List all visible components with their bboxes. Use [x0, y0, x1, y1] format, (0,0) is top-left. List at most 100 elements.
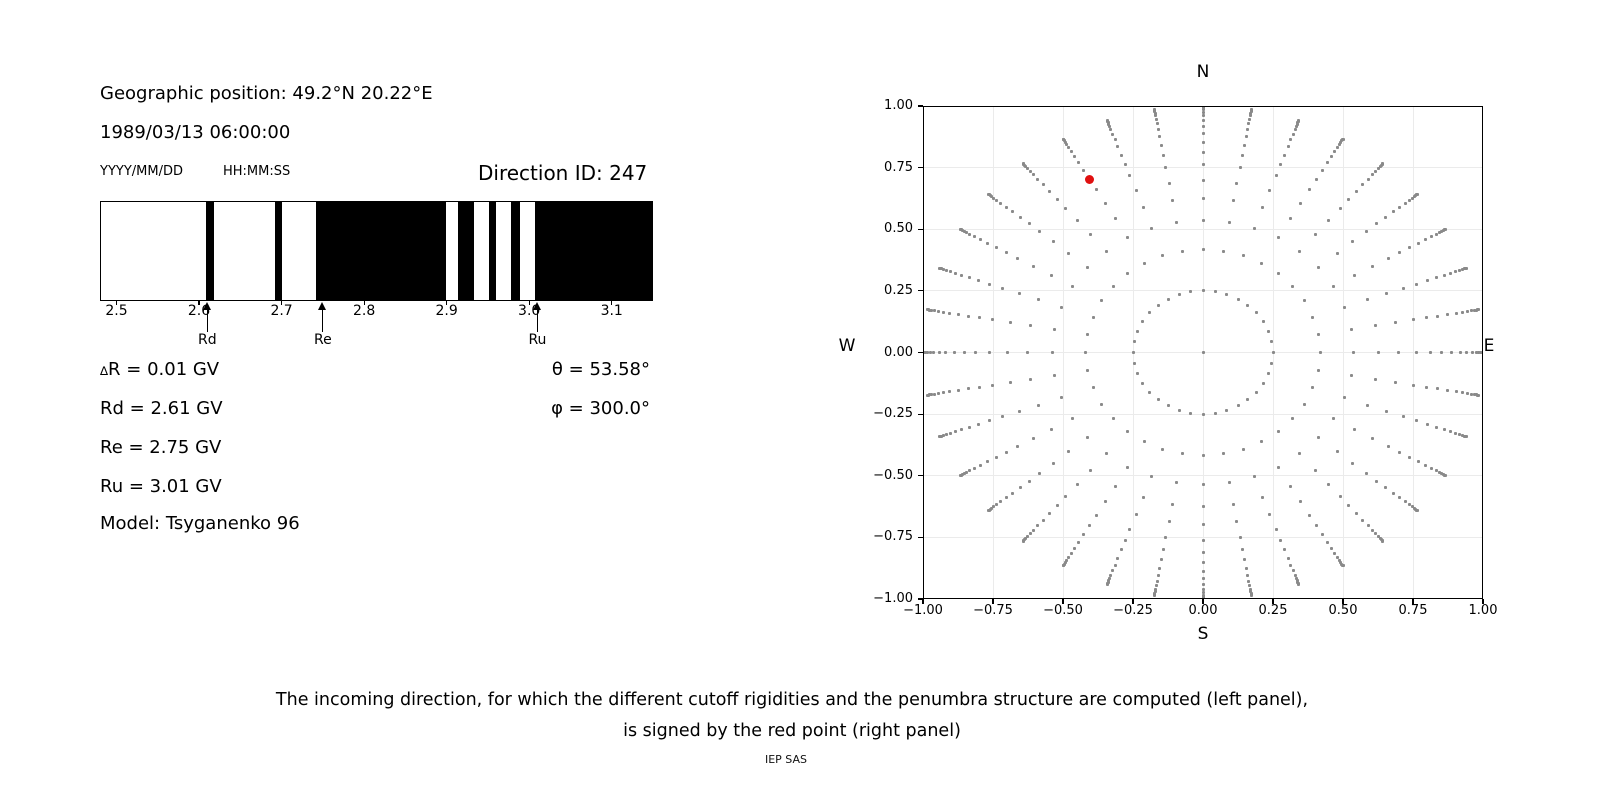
x-tick [1202, 599, 1204, 604]
grid-dot [1260, 261, 1264, 265]
grid-dot [1201, 247, 1205, 251]
grid-dot [1175, 220, 1179, 224]
grid-dot [1086, 436, 1090, 440]
grid-dot [1246, 303, 1250, 307]
grid-dot [1201, 106, 1205, 108]
grid-dot [1201, 591, 1205, 595]
grid-dot [1338, 559, 1341, 563]
penumbra-tick-label: 2.5 [105, 303, 128, 319]
grid-dot [1236, 404, 1240, 408]
grid-dot [1443, 273, 1447, 277]
grid-dot [1032, 264, 1036, 268]
x-tick-label: 1.00 [1468, 602, 1498, 618]
grid-dot [986, 241, 990, 245]
grid-dot [1470, 392, 1474, 396]
grid-dot [1336, 556, 1340, 560]
grid-dot [1289, 484, 1293, 488]
grid-dot [1449, 430, 1453, 434]
grid-dot [1091, 315, 1095, 319]
grid-dot [1201, 569, 1205, 573]
grid-dot [1330, 546, 1334, 550]
grid-dot [1335, 251, 1339, 255]
grid-dot [1126, 236, 1130, 240]
grid-dot [1028, 324, 1032, 328]
grid-dot [1410, 196, 1414, 200]
grid-dot [1162, 547, 1166, 551]
grid-dot [1268, 512, 1272, 516]
grid-dot [1429, 467, 1433, 471]
grid-dot [1116, 556, 1120, 560]
grid-dot [1338, 206, 1342, 210]
grid-dot [1181, 249, 1185, 253]
grid-dot [1155, 579, 1159, 583]
grid-dot [1201, 151, 1205, 155]
grid-dot [1299, 201, 1303, 205]
grid-dot [1436, 314, 1440, 318]
grid-dot [1286, 556, 1290, 560]
grid-dot [1410, 505, 1414, 509]
grid-dot [1316, 436, 1320, 440]
grid-dot [1161, 447, 1165, 451]
grid-dot [1072, 155, 1076, 159]
grid-dot [932, 309, 936, 313]
param-model: Model: Tsyganenko 96 [100, 513, 300, 534]
grid-dot [1325, 161, 1329, 165]
penumbra-tick-label: 2.8 [352, 303, 376, 319]
grid-dot [1171, 199, 1175, 203]
grid-dot [1132, 361, 1136, 365]
grid-dot [932, 351, 936, 354]
grid-dot [1425, 316, 1429, 320]
grid-dot [1279, 163, 1283, 167]
grid-dot [1261, 205, 1265, 209]
forbidden-band [315, 202, 447, 300]
grid-dot [925, 308, 929, 312]
grid-dot [1028, 532, 1032, 536]
forbidden-band [489, 202, 496, 300]
grid-dot [1071, 417, 1075, 421]
grid-dot [1021, 539, 1025, 543]
grid-dot [1407, 198, 1411, 202]
grid-dot [1461, 391, 1465, 395]
grid-dot [1238, 165, 1242, 169]
grid-dot [1016, 256, 1020, 260]
grid-dot [1470, 351, 1474, 354]
grid-dot [1351, 461, 1355, 465]
grid-dot [1066, 556, 1070, 560]
grid-dot [1366, 177, 1370, 181]
grid-dot [1201, 118, 1205, 122]
grid-dot [1031, 173, 1035, 177]
param-ru: Ru = 3.01 GV [100, 476, 222, 497]
grid-dot [1108, 576, 1112, 580]
x-tick [992, 599, 994, 604]
grid-dot [1060, 305, 1064, 309]
grid-dot [1293, 128, 1297, 132]
x-tick [1062, 599, 1064, 604]
grid-dot [1391, 491, 1395, 495]
grid-dot [1437, 230, 1441, 234]
grid-dot [1361, 518, 1365, 522]
grid-dot [1477, 351, 1481, 354]
grid-dot [1443, 428, 1447, 432]
grid-dot [977, 422, 981, 426]
grid-dot [1416, 241, 1420, 245]
grid-dot [968, 232, 972, 236]
x-tick [1132, 599, 1134, 604]
grid-dot [1361, 183, 1365, 187]
grid-dot [1464, 435, 1468, 439]
grid-dot [987, 351, 991, 354]
grid-dot [1156, 398, 1160, 402]
grid-dot [1316, 265, 1320, 269]
grid-dot [995, 198, 999, 202]
grid-dot [1048, 511, 1052, 515]
grid-dot [1274, 527, 1278, 531]
grid-dot [986, 460, 990, 464]
grid-dot [1158, 135, 1162, 139]
grid-dot [1201, 108, 1205, 112]
grid-dot [1227, 220, 1231, 224]
grid-dot [1154, 584, 1158, 588]
grid-dot [1351, 240, 1355, 244]
grid-dot [1201, 132, 1205, 136]
grid-dot [1166, 404, 1170, 408]
grid-dot [1103, 500, 1107, 503]
